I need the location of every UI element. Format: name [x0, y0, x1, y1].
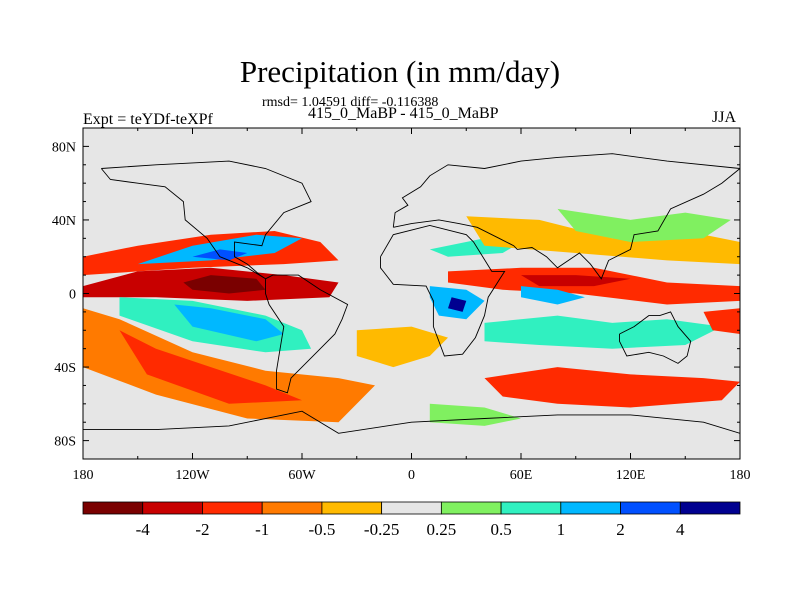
colorbar-label-5: 0.25 — [426, 520, 456, 539]
precip-region-14 — [466, 216, 740, 265]
colorbar-swatch-1 — [142, 501, 203, 515]
colorbar-swatch-5 — [381, 501, 442, 515]
precip-region-21 — [521, 286, 585, 305]
precip-region-12 — [448, 297, 467, 312]
colorbar-swatch-10 — [679, 501, 741, 515]
y-tick-label-4: 80S — [54, 435, 76, 450]
precip-region-9 — [448, 267, 740, 305]
precip-region-20 — [703, 308, 740, 334]
chart-title: Precipitation (in mm/day) — [239, 54, 561, 89]
x-tick-label-2: 60W — [288, 468, 316, 483]
chart-subtitle: 415_0_MaBP - 415_0_MaBP — [308, 105, 499, 122]
colorbar-label-7: 1 — [557, 520, 566, 539]
x-tick-label-1: 120W — [175, 468, 210, 483]
axes: 180 120W 60W 0 60E 120E 180 80N 40N 0 40S 80S — [52, 127, 751, 483]
x-tick-label-5: 120E — [616, 468, 646, 483]
precip-region-4 — [192, 249, 248, 261]
colorbar-swatch-7 — [500, 501, 562, 515]
colorbar-swatch-2 — [202, 501, 263, 515]
colorbar-label-6: 0.5 — [490, 520, 511, 539]
y-tick-label-2: 0 — [69, 288, 76, 303]
colorbar-swatch-9 — [620, 501, 681, 515]
coastline-north-america — [100, 160, 312, 280]
stats-text: rmsd= 1.04591 diff= -0.116388 — [262, 95, 439, 110]
precip-region-15 — [557, 208, 731, 242]
colorbar-label-2: -1 — [255, 520, 269, 539]
y-tick-label-1: 40N — [52, 214, 76, 229]
map-layer — [83, 128, 740, 459]
colorbar-label-8: 2 — [616, 520, 625, 539]
colorbar-swatch-0 — [82, 501, 144, 515]
coastline-africa — [380, 225, 506, 357]
coastline-australia — [619, 311, 692, 364]
x-tick-label-4: 60E — [510, 468, 533, 483]
colorbar-label-4: -0.25 — [364, 520, 399, 539]
colorbar-label-9: 4 — [676, 520, 685, 539]
season-label: JJA — [712, 109, 737, 126]
colorbar-swatch-8 — [560, 501, 621, 515]
precip-region-2 — [183, 275, 266, 294]
precip-region-7 — [83, 308, 375, 423]
coastline-antarctica — [83, 410, 740, 434]
colorbar-swatch-3 — [261, 501, 323, 515]
colorbar-swatch-4 — [321, 501, 383, 515]
colorbar-label-1: -2 — [195, 520, 209, 539]
x-tick-label-0: 180 — [73, 468, 94, 483]
colorbar-swatch-6 — [440, 501, 502, 515]
colorbar-label-0: -4 — [136, 520, 151, 539]
x-tick-label-6: 180 — [730, 468, 751, 483]
colorbar: -4 -2 -1 -0.5 -0.25 0.25 0.5 1 2 4 — [82, 501, 741, 539]
y-tick-label-3: 40S — [54, 361, 76, 376]
y-tick-label-0: 80N — [52, 140, 76, 155]
precip-region-18 — [356, 326, 448, 368]
precip-region-17 — [484, 367, 740, 408]
colorbar-label-3: -0.5 — [308, 520, 335, 539]
coastline-south-america — [265, 274, 349, 394]
precip-region-10 — [521, 275, 631, 287]
experiment-label: Expt = teYDf-teXPf — [83, 111, 213, 128]
x-tick-label-3: 0 — [408, 468, 415, 483]
coastline-eurasia — [392, 153, 740, 280]
precip-region-16 — [484, 315, 722, 349]
precip-region-6 — [174, 304, 284, 342]
precip-region-8 — [119, 330, 302, 404]
